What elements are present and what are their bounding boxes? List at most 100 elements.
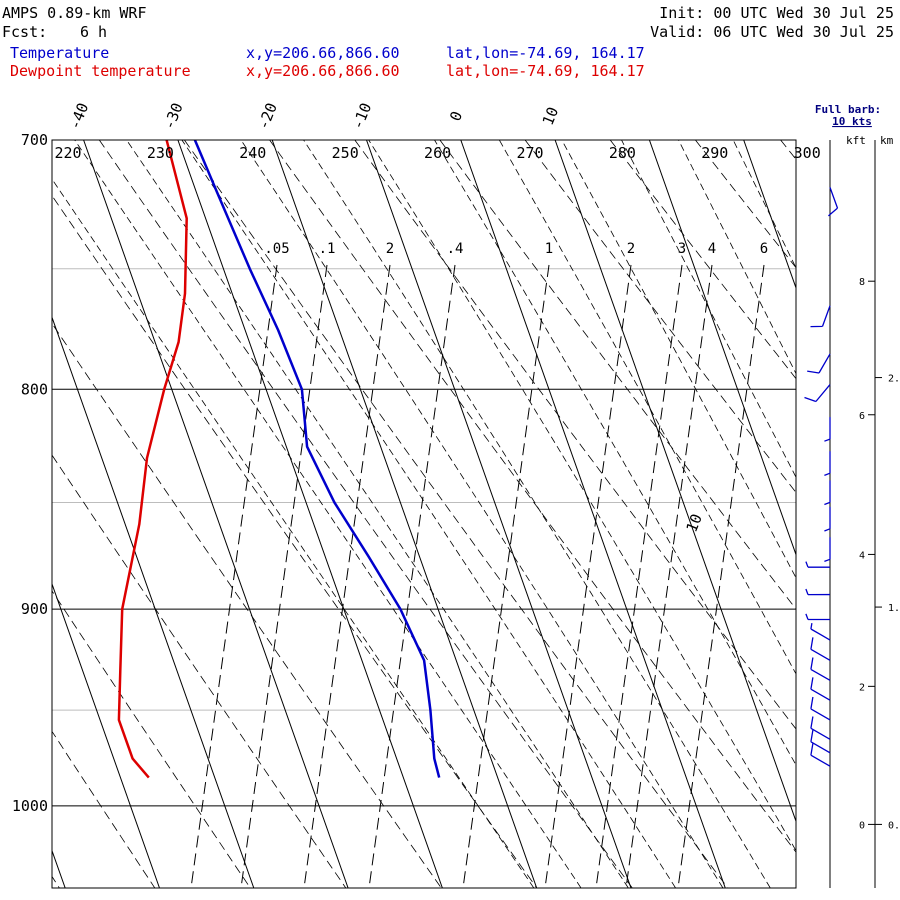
isotherms [52, 140, 796, 888]
forecast-label: Fcst: [2, 23, 48, 41]
legend-dewpoint-latlon: lat,lon=-74.69, 164.17 [446, 62, 645, 80]
wind-barb [804, 384, 831, 403]
theta-label: 230 [147, 144, 174, 162]
model-title: AMPS 0.89-km WRF [2, 4, 147, 22]
mixing-ratio-label: .05 [264, 241, 289, 257]
legend-dewpoint-label: Dewpoint temperature [10, 62, 191, 80]
dry-adiabat [439, 140, 796, 610]
moist-adiabat [561, 140, 796, 579]
wind-barb [824, 506, 831, 532]
height-tick-label: 6 [859, 411, 865, 422]
mixing-ratio-label: .1 [319, 241, 336, 257]
mixing-ratio-label: 2 [627, 241, 635, 257]
moist-adiabat [498, 140, 796, 675]
wind-barb [824, 537, 831, 563]
moist-adiabat [303, 140, 771, 888]
moist-adiabat [181, 140, 676, 888]
dry-adiabat [780, 140, 796, 160]
wind-barb [810, 696, 831, 721]
isotherm-line [52, 582, 160, 888]
mixing-ratio-line [190, 264, 278, 888]
wind-barb [824, 417, 831, 442]
theta-label: 260 [424, 144, 451, 162]
wind-barb [827, 187, 839, 217]
mixing-ratio-line [625, 264, 713, 888]
valid-time: Valid: 06 UTC Wed 30 Jul 25 [650, 23, 894, 41]
mixing-ratio-label: 2 [386, 241, 394, 257]
isotherm-line [177, 140, 443, 888]
isotherm-line [743, 140, 796, 290]
temperature-tick-label: 10 [539, 104, 562, 127]
dry-adiabat [269, 140, 796, 853]
height-tick-label: 4 [859, 550, 865, 561]
theta-label: 270 [516, 144, 543, 162]
height-tick-label: 2. [888, 374, 900, 385]
grid-lines [52, 140, 796, 807]
plot-frame [51, 139, 797, 889]
moist-adiabat [52, 178, 535, 888]
barb-key-line1: Full barb: [815, 103, 881, 116]
wind-barb [807, 353, 831, 374]
height-scale: 8 2. 6 4 1. 2 0 0. [829, 140, 900, 888]
theta-label: 220 [54, 144, 81, 162]
wind-barbs [804, 187, 839, 767]
moist-adiabat [621, 140, 796, 479]
dry-adiabat [354, 140, 796, 730]
isotherm-line [648, 140, 796, 557]
height-tick-label: 0. [888, 820, 900, 831]
wind-barb [805, 613, 831, 621]
legend-temperature-xy: x,y=206.66,866.60 [246, 44, 400, 62]
height-tick-label: 2 [859, 682, 865, 693]
dry-adiabats [52, 140, 796, 888]
barb-key-line2: 10 kts [832, 115, 872, 128]
moist-adiabat [732, 140, 796, 269]
temperature-tick-label: 0 [446, 109, 466, 124]
temperature-tick-label: -30 [160, 100, 187, 132]
moist-adiabat [126, 140, 629, 888]
moist-adiabats [52, 140, 796, 888]
temperature-profile [193, 140, 441, 778]
mixing-ratio-line [462, 264, 550, 888]
dry-adiabat [52, 590, 251, 888]
theta-label: 290 [701, 144, 728, 162]
legend-temperature-label: Temperature [10, 44, 110, 62]
dry-adiabat [98, 140, 633, 888]
legend-temperature-latlon: lat,lon=-74.69, 164.17 [446, 44, 645, 62]
moist-adiabat [434, 140, 796, 766]
isotherm-line [554, 140, 796, 823]
theta-label: 300 [794, 144, 821, 162]
mixing-ratio-line [240, 264, 328, 888]
wind-barb [810, 716, 831, 740]
wind-barb [810, 622, 831, 641]
forecast-hours: 6 h [80, 23, 108, 41]
moist-adiabat [678, 140, 796, 375]
profiles [117, 140, 441, 779]
isotherm-line [366, 140, 632, 888]
isotherm-inline-label: 10 [683, 511, 706, 534]
dry-adiabat [52, 454, 347, 888]
theta-label: 280 [609, 144, 636, 162]
theta-label: 250 [332, 144, 359, 162]
km-label: km [880, 134, 894, 147]
mixing-ratio-label: 3 [678, 241, 686, 257]
moist-adiabat [74, 140, 582, 888]
isotherm-line [52, 315, 255, 888]
mixing-ratio-line [368, 264, 456, 888]
mixing-ratio-line [303, 264, 391, 888]
dry-adiabat [52, 322, 442, 888]
dewpoint-profile [117, 140, 188, 779]
mixing-ratio-label: 4 [708, 241, 716, 257]
wind-barb [810, 657, 831, 681]
isotherm-line [52, 849, 66, 888]
legend-dewpoint-xy: x,y=206.66,866.60 [246, 62, 400, 80]
mixing-ratio-line [677, 264, 765, 888]
dry-adiabat [52, 730, 156, 888]
moist-adiabat [240, 140, 724, 888]
wind-barb [810, 677, 831, 701]
mixing-ratio-line [595, 264, 683, 888]
mixing-ratio-label: .4 [447, 241, 464, 257]
pressure-tick-label: 800 [21, 380, 48, 398]
init-time: Init: 00 UTC Wed 30 Jul 25 [659, 4, 894, 22]
height-tick-label: 0 [859, 820, 865, 831]
